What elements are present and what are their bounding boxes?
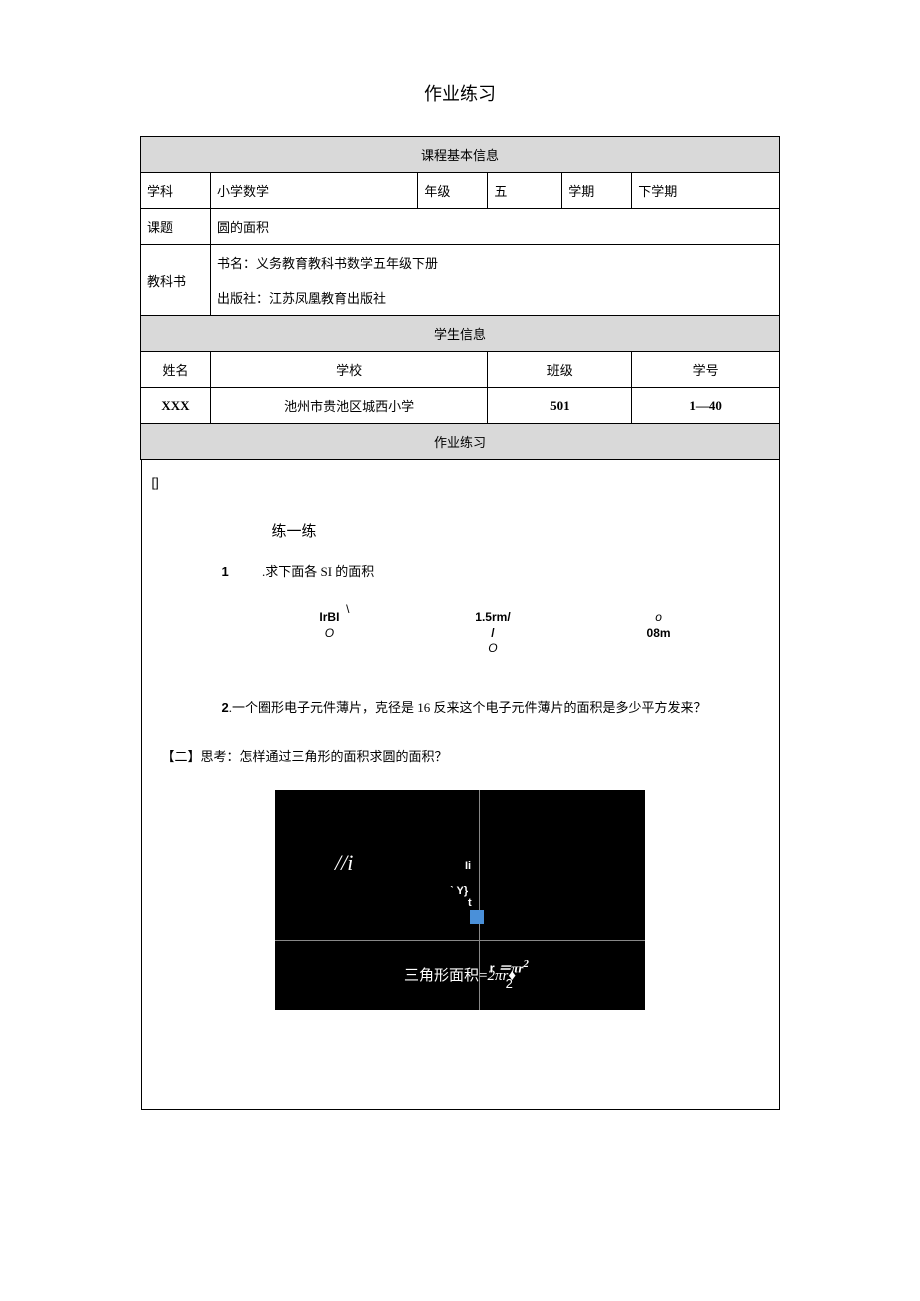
section-marker: [] xyxy=(152,475,769,490)
circle2-label: 1.5rm/ xyxy=(475,610,510,626)
q2-number: 2 xyxy=(222,700,229,715)
value-textbook-name: 书名：义务教育教科书数学五年级下册 xyxy=(211,245,780,281)
label-subject: 学科 xyxy=(141,173,211,209)
circle1-slash: \ xyxy=(346,602,349,618)
table-row: [] 练一练 1 .求下面各 SI 的面积 IrBI \ O xyxy=(141,460,780,1111)
value-student-id: 1—40 xyxy=(632,388,780,424)
circle2-slash: / xyxy=(475,626,510,642)
label-student-id: 学号 xyxy=(632,352,780,388)
value-grade: 五 xyxy=(488,173,562,209)
value-semester: 下学期 xyxy=(632,173,780,209)
label-grade: 年级 xyxy=(418,173,488,209)
label-topic: 课题 xyxy=(141,209,211,245)
practice-title: 练一练 xyxy=(272,520,769,541)
question-2: 2.一个圈形电子元件薄片，克径是 16 反来这个电子元件薄片的面积是多少平方发来… xyxy=(222,697,769,716)
table-row: 课程基本信息 xyxy=(141,137,780,173)
circles-row: IrBI \ O 1.5rm/ / O o 08m xyxy=(252,610,739,657)
question-1: 1 .求下面各 SI 的面积 xyxy=(222,561,769,580)
text-y: ˋ Y} t xyxy=(450,885,472,909)
value-school: 池州市贵池区城西小学 xyxy=(211,388,488,424)
value-topic: 圆的面积 xyxy=(211,209,780,245)
circle-2: 1.5rm/ / O xyxy=(475,610,510,657)
label-class: 班级 xyxy=(488,352,632,388)
circle2-o: O xyxy=(475,641,510,657)
diagram-box: //i Ii ˋ Y} t 三角形面积=2πr♦ xyxy=(275,790,645,1010)
circle1-o: O xyxy=(319,626,339,642)
text-ii: //i xyxy=(335,850,353,876)
q1-number: 1 xyxy=(222,564,229,579)
label-semester: 学期 xyxy=(562,173,632,209)
table-row: 学生信息 xyxy=(141,316,780,352)
table-row: 出版社：江苏凤凰教育出版社 xyxy=(141,280,780,316)
table-row: 课题 圆的面积 xyxy=(141,209,780,245)
table-row: 作业练习 xyxy=(141,424,780,460)
circle-1: IrBI \ O xyxy=(319,610,339,657)
value-class: 501 xyxy=(488,388,632,424)
section-2-title: 【二】思考：怎样通过三角形的面积求圆的面积？ xyxy=(162,746,769,765)
value-name: XXX xyxy=(141,388,211,424)
table-row: XXX 池州市贵池区城西小学 501 1—40 xyxy=(141,388,780,424)
q2-text: .一个圈形电子元件薄片，克径是 16 反来这个电子元件薄片的面积是多少平方发来？ xyxy=(229,700,707,715)
page-title: 作业练习 xyxy=(140,80,780,106)
table-row: 教科书 书名：义务教育教科书数学五年级下册 xyxy=(141,245,780,281)
value-publisher: 出版社：江苏凤凰教育出版社 xyxy=(211,280,780,316)
homework-header: 作业练习 xyxy=(141,424,780,460)
circle1-label: IrBI xyxy=(319,610,339,624)
content-area: [] 练一练 1 .求下面各 SI 的面积 IrBI \ O xyxy=(141,460,780,1110)
label-school: 学校 xyxy=(211,352,488,388)
table-row: 学科 小学数学 年级 五 学期 下学期 xyxy=(141,173,780,209)
blue-square xyxy=(470,910,484,924)
diagram-bottom: 三角形面积=2πr♦ r ＝πr2 2 xyxy=(275,940,645,1010)
circle3-o: o xyxy=(647,610,671,626)
info-table: 课程基本信息 学科 小学数学 年级 五 学期 下学期 课题 圆的面积 教科书 书… xyxy=(140,136,780,1110)
formula-right: r ＝πr2 2 xyxy=(490,958,529,992)
label-name: 姓名 xyxy=(141,352,211,388)
student-info-header: 学生信息 xyxy=(141,316,780,352)
text-li: Ii xyxy=(465,860,471,872)
diagram-top: //i Ii ˋ Y} t xyxy=(275,790,645,940)
value-subject: 小学数学 xyxy=(211,173,418,209)
circle-3: o 08m xyxy=(647,610,671,657)
q1-text: .求下面各 SI 的面积 xyxy=(262,564,374,579)
course-info-header: 课程基本信息 xyxy=(141,137,780,173)
circle3-label: 08m xyxy=(647,626,671,642)
table-row: 姓名 学校 班级 学号 xyxy=(141,352,780,388)
label-textbook: 教科书 xyxy=(141,245,211,316)
